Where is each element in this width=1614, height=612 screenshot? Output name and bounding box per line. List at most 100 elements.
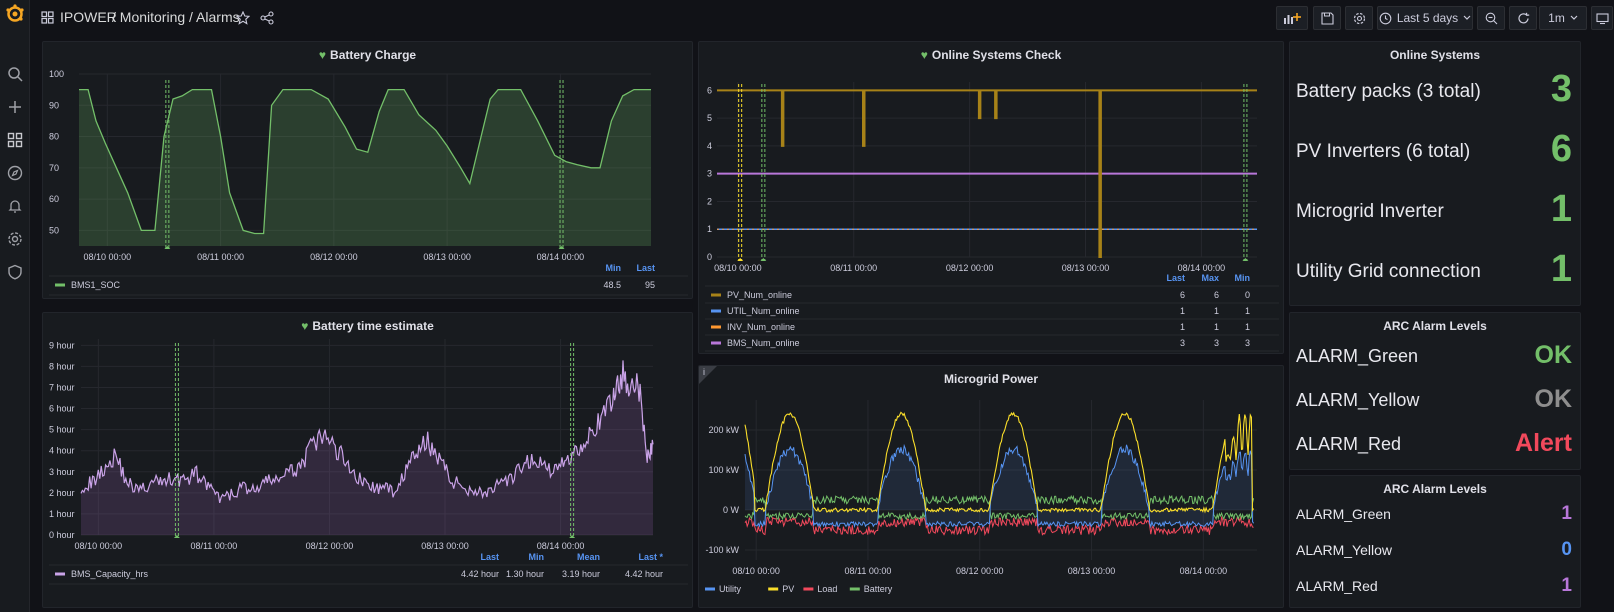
x-tick-label: 08/12 00:00 xyxy=(946,263,994,273)
time-range-picker[interactable]: Last 5 days xyxy=(1377,6,1473,30)
series-line-pv xyxy=(717,89,1257,258)
y-tick-label: 60 xyxy=(49,194,59,204)
x-tick-label: 08/12 00:00 xyxy=(956,566,1004,576)
stat-row: ALARM_Yellow OK xyxy=(1290,379,1580,423)
legend-max-value: 3 xyxy=(1214,338,1219,348)
annotation-marker xyxy=(558,246,565,249)
panel-title[interactable]: Online Systems Check xyxy=(931,48,1062,62)
stat-row: PV Inverters (6 total) 6 xyxy=(1290,128,1580,188)
share-icon[interactable] xyxy=(260,11,274,25)
panel-title[interactable]: Battery time estimate xyxy=(312,319,434,333)
add-panel-icon xyxy=(1284,13,1301,24)
alerting-bell-icon[interactable] xyxy=(4,195,26,217)
x-tick-label: 08/14 00:00 xyxy=(1180,566,1228,576)
annotation-marker xyxy=(164,246,171,249)
online-systems-check-chart[interactable]: 0 1 2 3 4 5 6 08/10 00:00 08/11 00:00 08/12 00:00… xyxy=(699,42,1284,354)
panel-title[interactable]: Microgrid Power xyxy=(943,372,1038,386)
monitor-icon xyxy=(1595,12,1609,24)
breadcrumb-org[interactable]: IPOWER xyxy=(60,9,117,25)
panel-title[interactable]: ARC Alarm Levels xyxy=(1383,482,1487,496)
y-tick-label: 5 xyxy=(707,113,712,123)
legend-last-value: 3 xyxy=(1180,338,1185,348)
y-tick-label: 3 xyxy=(707,169,712,179)
y-tick-label: 5 hour xyxy=(49,425,75,435)
x-tick-label: 08/14 00:00 xyxy=(1178,263,1226,273)
x-tick-label: 08/11 00:00 xyxy=(190,541,237,551)
stat-value: 0 xyxy=(1561,539,1572,560)
x-tick-label: 08/11 00:00 xyxy=(197,252,244,262)
stat-value: 6 xyxy=(1550,128,1572,170)
legend-header-min: Min xyxy=(606,263,622,273)
y-tick-label: 50 xyxy=(49,225,59,235)
x-tick-label: 08/12 00:00 xyxy=(310,252,358,262)
x-tick-label: 08/14 00:00 xyxy=(537,252,585,262)
y-tick-label: 0 xyxy=(707,252,712,262)
legend-value: 4.42 hour xyxy=(461,569,499,579)
x-tick-label: 08/10 00:00 xyxy=(84,252,132,262)
y-tick-label: -100 kW xyxy=(705,545,739,555)
series-area-bms1-soc xyxy=(79,89,651,246)
add-panel-button[interactable] xyxy=(1276,6,1308,30)
alarm-levels-panel: ARC Alarm Levels ALARM_Green OK ALARM_Yell… xyxy=(1289,312,1581,470)
stat-row: ALARM_Red Alert xyxy=(1290,423,1580,467)
y-tick-label: 2 xyxy=(707,196,712,206)
breadcrumb-path[interactable]: / Monitoring / Alarms xyxy=(112,9,240,25)
x-tick-label: 08/14 00:00 xyxy=(537,541,585,551)
panel-title[interactable]: ARC Alarm Levels xyxy=(1383,319,1487,333)
legend-header: Mean xyxy=(577,552,600,562)
stat-label: ALARM_Yellow xyxy=(1296,542,1392,558)
legend-header: Last xyxy=(480,552,499,562)
dashboard-settings-button[interactable] xyxy=(1345,6,1373,30)
settings-gear-icon[interactable] xyxy=(4,228,26,250)
battery-time-chart[interactable]: 0 hour 1 hour 2 hour 3 hour 4 hour 5 hour 6 ho… xyxy=(43,313,693,608)
legend-series-name: PV xyxy=(782,584,794,594)
stat-label: ALARM_Red xyxy=(1296,434,1402,454)
legend-series-name: UTIL_Num_online xyxy=(727,306,800,316)
refresh-button[interactable] xyxy=(1509,6,1537,30)
save-dashboard-button[interactable] xyxy=(1313,6,1341,30)
legend-max-value: 6 xyxy=(1214,290,1219,300)
search-icon[interactable] xyxy=(4,63,26,85)
annotation-marker xyxy=(569,535,576,538)
legend-min-value: 48.5 xyxy=(603,280,621,290)
stat-row: ALARM_Yellow 0 xyxy=(1290,534,1580,570)
series-area-bms-capacity xyxy=(81,360,653,535)
microgrid-power-chart[interactable]: -100 kW 0 W 100 kW 200 kW 08/10 00:00 08/11 0… xyxy=(699,366,1284,608)
heart-icon: ♥ xyxy=(318,48,327,62)
series-area-utility xyxy=(745,444,1254,527)
top-bar: IPOWER / Monitoring / Alarms Last 5 days… xyxy=(30,0,1614,36)
y-tick-label: 4 xyxy=(707,141,712,151)
legend-last-value: 1 xyxy=(1180,322,1185,332)
explore-compass-icon[interactable] xyxy=(4,162,26,184)
shield-icon[interactable] xyxy=(4,261,26,283)
panel-title[interactable]: Online Systems xyxy=(1389,48,1481,62)
stat-value: 3 xyxy=(1550,68,1572,110)
legend-value: 1.30 hour xyxy=(506,569,544,579)
legend-value: 3.19 hour xyxy=(562,569,600,579)
y-tick-label: 2 hour xyxy=(49,488,75,498)
legend-min-value: 0 xyxy=(1245,290,1250,300)
battery-time-panel: ♥ Battery time estimate 0 hour 1 hour 2 hou… xyxy=(42,312,693,608)
star-icon[interactable] xyxy=(236,11,250,25)
battery-charge-chart[interactable]: 50 60 70 80 90 100 08/10 00:00 08/11 00:00 08/12… xyxy=(43,42,693,299)
heart-icon: ♥ xyxy=(920,48,928,62)
microgrid-power-panel: i Microgrid Power -100 kW 0 W 100 kW 200 kW… xyxy=(698,365,1284,608)
series-line-pv xyxy=(744,411,1255,514)
legend-header: Min xyxy=(1235,273,1251,283)
legend-value: 4.42 hour xyxy=(625,569,663,579)
annotation-marker xyxy=(173,535,180,538)
create-plus-icon[interactable] xyxy=(4,96,26,118)
y-tick-label: 0 W xyxy=(723,505,740,515)
stat-value: 1 xyxy=(1550,248,1572,290)
zoom-out-button[interactable] xyxy=(1477,6,1505,30)
chevron-down-icon xyxy=(1463,15,1471,20)
dashboards-grid-icon[interactable] xyxy=(4,129,26,151)
legend-series-name: PV_Num_online xyxy=(727,290,792,300)
panel-title[interactable]: Battery Charge xyxy=(330,48,417,62)
x-tick-label: 08/11 00:00 xyxy=(830,263,877,273)
panel-info-corner[interactable] xyxy=(699,366,717,384)
stat-value: OK xyxy=(1534,341,1573,369)
grafana-logo-icon[interactable] xyxy=(4,3,26,25)
refresh-interval-picker[interactable]: 1m xyxy=(1539,6,1587,30)
tv-mode-button[interactable] xyxy=(1591,6,1613,30)
